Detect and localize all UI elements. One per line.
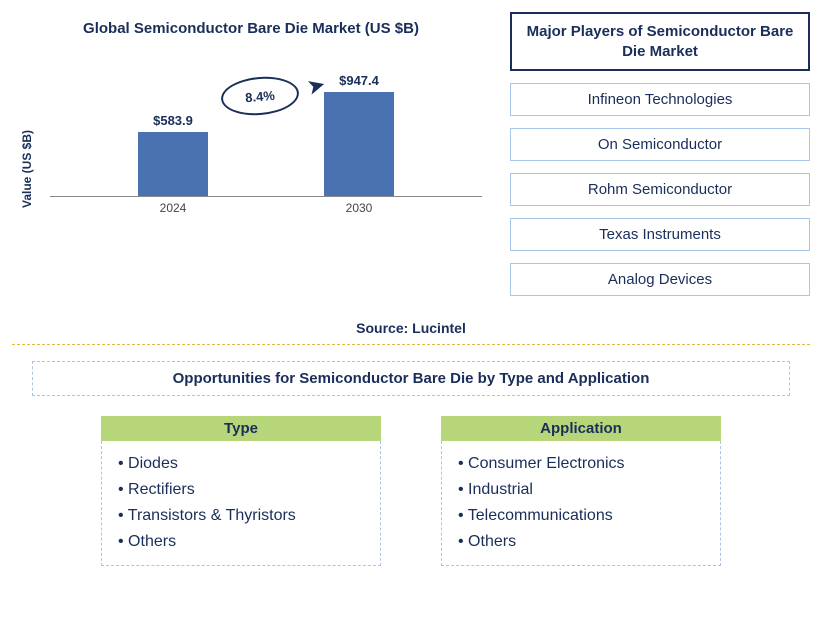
list-item: Consumer Electronics: [458, 451, 704, 477]
growth-ellipse: 8.4%: [219, 74, 300, 119]
application-header: Application: [441, 416, 721, 441]
bars-container: $583.9 8.4% ➤ $947.4: [50, 67, 482, 197]
list-item: Others: [458, 529, 704, 555]
opportunities-panel: Opportunities for Semiconductor Bare Die…: [12, 361, 810, 566]
list-item: Transistors & Thyristors: [118, 503, 364, 529]
y-axis-label: Value (US $B): [20, 130, 34, 208]
player-item: Infineon Technologies: [510, 83, 810, 116]
x-label-2030: 2030: [309, 201, 409, 215]
list-item: Rectifiers: [118, 477, 364, 503]
player-item: Analog Devices: [510, 263, 810, 296]
player-item: Rohm Semiconductor: [510, 173, 810, 206]
application-column: Application Consumer Electronics Industr…: [441, 416, 721, 566]
player-item: Texas Instruments: [510, 218, 810, 251]
growth-annotation: 8.4% ➤: [221, 77, 311, 122]
list-item: Telecommunications: [458, 503, 704, 529]
market-chart-panel: Global Semiconductor Bare Die Market (US…: [12, 12, 490, 296]
opportunities-header: Opportunities for Semiconductor Bare Die…: [32, 361, 790, 396]
bar-value-2030: $947.4: [339, 73, 379, 88]
source-label: Source: Lucintel: [12, 320, 810, 345]
type-header: Type: [101, 416, 381, 441]
list-item: Industrial: [458, 477, 704, 503]
x-label-2024: 2024: [123, 201, 223, 215]
growth-rate: 8.4%: [245, 87, 276, 105]
bar-rect-2024: [138, 132, 208, 196]
chart-title: Global Semiconductor Bare Die Market (US…: [20, 20, 482, 37]
players-panel: Major Players of Semiconductor Bare Die …: [510, 12, 810, 296]
bar-value-2024: $583.9: [153, 113, 193, 128]
list-item: Diodes: [118, 451, 364, 477]
list-item: Others: [118, 529, 364, 555]
type-column: Type Diodes Rectifiers Transistors & Thy…: [101, 416, 381, 566]
player-item: On Semiconductor: [510, 128, 810, 161]
players-header: Major Players of Semiconductor Bare Die …: [510, 12, 810, 71]
bar-rect-2030: [324, 92, 394, 196]
bar-2024: $583.9: [123, 113, 223, 196]
